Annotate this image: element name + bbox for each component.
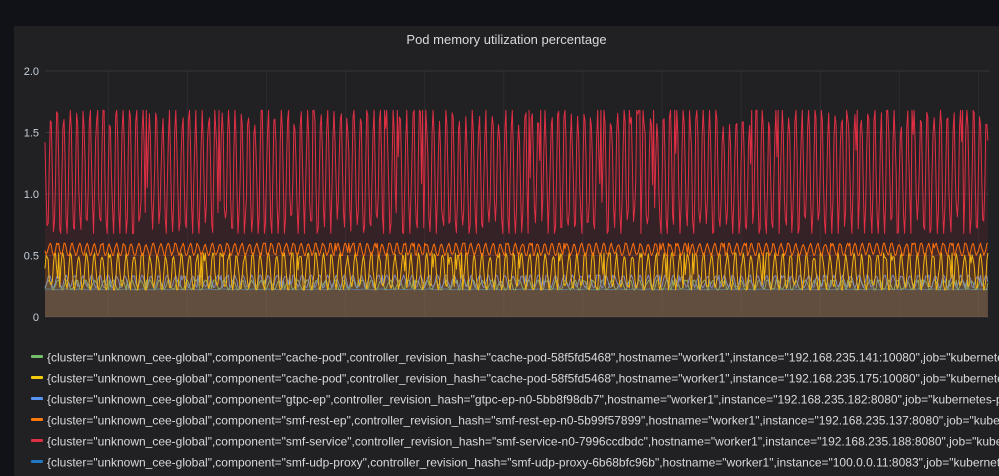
series-line	[44, 252, 989, 291]
series-line	[44, 288, 988, 291]
x-tick-label: 22:00	[569, 325, 597, 326]
series-area	[45, 243, 988, 317]
legend-item[interactable]: {cluster="unknown_cee-global",component=…	[31, 410, 999, 431]
legend-item[interactable]: {cluster="unknown_cee-global",component=…	[31, 368, 999, 389]
legend-label: {cluster="unknown_cee-global",component=…	[47, 371, 999, 386]
x-tick-label: 19:30	[174, 325, 202, 326]
y-tick-label: 1.5	[24, 128, 39, 140]
legend-label: {cluster="unknown_cee-global",component=…	[47, 455, 999, 470]
legend-swatch	[31, 418, 43, 422]
legend-swatch	[31, 439, 43, 443]
legend-swatch	[31, 355, 43, 359]
legend-label: {cluster="unknown_cee-global",component=…	[47, 413, 999, 428]
series-area	[45, 253, 988, 317]
legend-swatch	[31, 460, 43, 464]
legend-label: {cluster="unknown_cee-global",component=…	[47, 392, 999, 407]
x-tick-label: 21:00	[411, 325, 439, 326]
x-tick-label: 19:00	[95, 325, 123, 326]
x-tick-label: 22:30	[648, 325, 676, 326]
x-tick-label: 00:00	[886, 325, 914, 326]
series-line	[44, 242, 989, 256]
line-chart: 0 0.5 1.0 1.5 2.0 19:00 19:30 20:00 20:30 21:00 21…	[24, 66, 993, 326]
legend-swatch	[31, 397, 43, 401]
x-tick-label: 20:30	[332, 325, 360, 326]
legend-item[interactable]: {cluster="unknown_cee-global",component=…	[31, 431, 999, 452]
x-tick-label: 00:30	[965, 325, 993, 326]
x-tick-label: 21:30	[490, 325, 518, 326]
chart-title: Pod memory utilization percentage	[406, 32, 607, 47]
x-tick-label: 23:30	[806, 325, 834, 326]
legend-item[interactable]: {cluster="unknown_cee-global",component=…	[31, 389, 999, 410]
legend-label: {cluster="unknown_cee-global",component=…	[47, 350, 999, 365]
series-line	[44, 109, 989, 234]
chart-panel: Pod memory utilization percentage 0 0.5 1.…	[14, 26, 999, 476]
y-tick-label: 1.0	[24, 189, 39, 201]
y-tick-label: 2.0	[24, 66, 39, 78]
x-tick-label: 23:00	[727, 325, 755, 326]
series-area	[45, 289, 988, 317]
x-tick-label: 20:00	[253, 325, 281, 326]
y-tick-label: 0	[33, 312, 39, 324]
legend-item[interactable]: {cluster="unknown_cee-global",component=…	[31, 452, 999, 473]
legend-label: {cluster="unknown_cee-global",component=…	[47, 434, 999, 449]
legend-item[interactable]: {cluster="unknown_cee-global",component=…	[31, 347, 999, 368]
chart-legend: {cluster="unknown_cee-global",component=…	[31, 347, 999, 473]
y-tick-label: 0.5	[24, 251, 39, 263]
legend-swatch	[31, 376, 43, 380]
